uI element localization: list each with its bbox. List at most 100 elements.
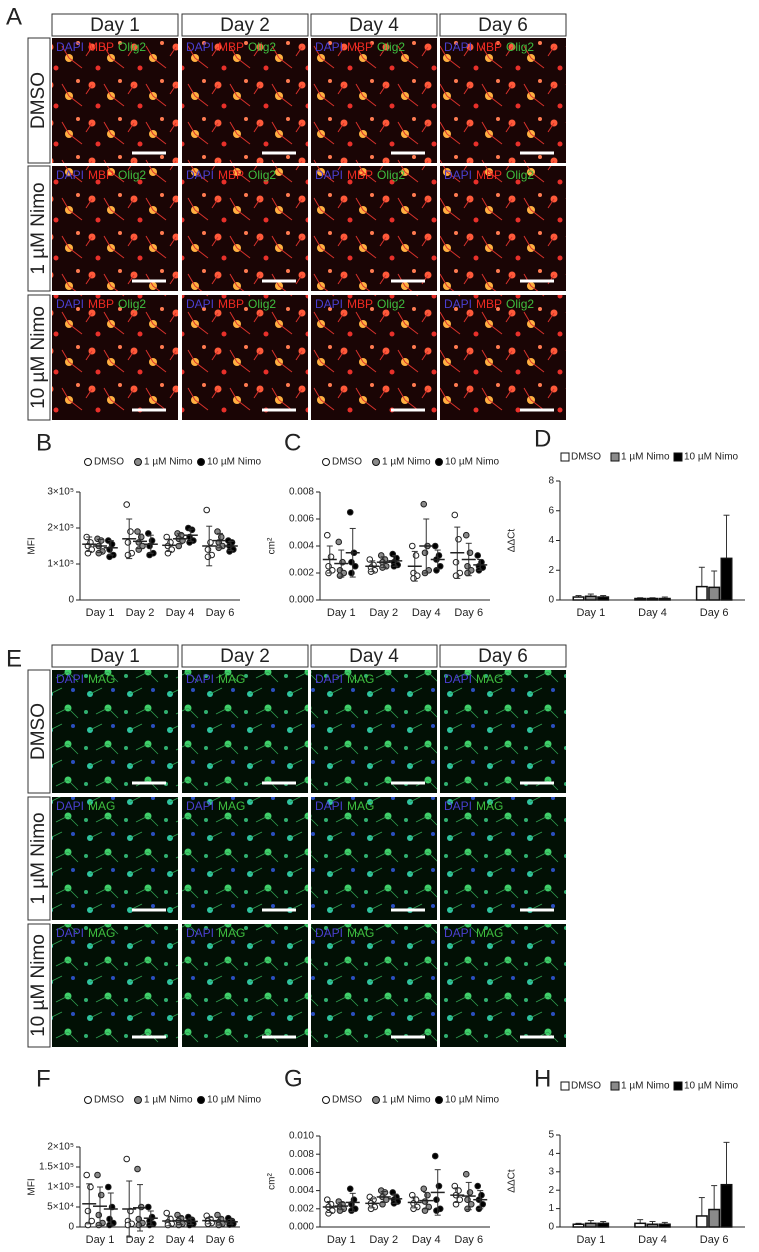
micrograph [311, 38, 437, 163]
legend-swatch [435, 458, 443, 466]
y-tick-label: 0.004 [289, 541, 314, 552]
data-point [420, 1185, 428, 1193]
data-point [203, 506, 210, 514]
x-tick-label: Day 4 [412, 607, 441, 619]
y-tick-label: 0.006 [289, 1167, 314, 1178]
row-label-box [27, 796, 51, 921]
data-point [123, 1155, 130, 1163]
stain-name: Olig2 [118, 297, 146, 311]
stain-label: DAPI MBP Olig2 [186, 40, 276, 54]
legend-label: DMSO [332, 1095, 362, 1106]
row-label-box [27, 669, 51, 794]
column-header-box [439, 644, 567, 668]
row-label: 10 µM Nimo [28, 934, 49, 1037]
data-point [452, 558, 460, 566]
data-point [95, 1211, 103, 1219]
legend-label: 1 µM Nimo [144, 457, 193, 468]
stain-label: DAPI MBP Olig2 [56, 168, 146, 182]
y-tick-label: 0.000 [289, 1222, 314, 1233]
data-point [164, 1221, 172, 1229]
stain-name: DAPI [186, 297, 214, 311]
row-label: 1 µM Nimo [28, 182, 49, 274]
data-point [464, 569, 471, 577]
stain-name: DAPI [315, 799, 343, 813]
data-point [452, 572, 460, 580]
bar [572, 596, 585, 601]
data-point [207, 539, 214, 546]
micrograph [52, 38, 178, 163]
data-point [433, 567, 440, 574]
bar [597, 596, 610, 601]
y-tick-label: 0.010 [289, 1131, 314, 1142]
y-axis-label: ΔΔCt [507, 1169, 518, 1193]
data-point [137, 533, 145, 541]
column-header-box [310, 13, 438, 37]
column-header-box [439, 13, 567, 37]
bar [572, 1223, 585, 1228]
panel-letter: D [534, 425, 551, 452]
legend-label: DMSO [94, 457, 124, 468]
data-point [410, 1205, 417, 1213]
legend-swatch [610, 1081, 620, 1091]
stain-name: MBP [88, 297, 114, 311]
stain-name: DAPI [186, 168, 214, 182]
data-point [127, 528, 134, 535]
row-label-box [27, 165, 51, 292]
legend-swatch [134, 1096, 142, 1104]
panel-letter: F [36, 1065, 51, 1092]
micrograph [182, 38, 308, 163]
legend-swatch [560, 1081, 570, 1091]
micrograph [52, 295, 178, 420]
stain-name: Olig2 [377, 168, 405, 182]
stain-name: MAG [88, 672, 115, 686]
data-point [137, 1203, 145, 1211]
micrograph [52, 670, 178, 793]
row-label: 1 µM Nimo [28, 812, 49, 904]
micrograph [182, 295, 308, 420]
data-point [123, 501, 130, 508]
column-header-box [51, 644, 179, 668]
data-point [462, 1170, 470, 1178]
stain-name: Olig2 [248, 168, 276, 182]
stain-label: DAPI MBP Olig2 [56, 297, 146, 311]
x-tick-label: Day 4 [638, 607, 667, 619]
panel-letter: H [534, 1065, 551, 1092]
stain-name: MBP [476, 40, 502, 54]
micrograph [182, 670, 308, 793]
y-tick-label: 4 [548, 535, 554, 546]
stain-label: DAPI MAG [56, 799, 115, 813]
bar [658, 597, 671, 601]
y-tick-label: 0 [68, 1222, 74, 1233]
stain-label: DAPI MBP Olig2 [444, 40, 534, 54]
stain-name: DAPI [186, 799, 214, 813]
data-point [421, 549, 429, 557]
micrograph [182, 924, 308, 1047]
micrograph [52, 924, 178, 1047]
stain-name: DAPI [186, 672, 214, 686]
data-point [346, 1185, 354, 1193]
data-point [226, 548, 233, 555]
legend-swatch [673, 452, 683, 462]
x-tick-label: Day 4 [412, 1234, 441, 1246]
x-tick-label: Day 1 [327, 1234, 356, 1246]
data-point [145, 1203, 152, 1211]
data-point [462, 531, 470, 539]
stain-label: DAPI MAG [186, 799, 245, 813]
data-point [435, 1182, 443, 1190]
y-tick-label: 6 [548, 505, 554, 516]
bar [708, 586, 721, 601]
stain-name: MBP [476, 297, 502, 311]
panel-letter: B [36, 429, 52, 456]
stain-name: DAPI [56, 799, 84, 813]
legend-label: DMSO [571, 1081, 601, 1092]
legend-swatch [197, 1096, 205, 1104]
y-tick-label: 1.5×10⁵ [39, 1162, 74, 1173]
y-tick-label: 4 [548, 1148, 554, 1159]
panel-letter: C [284, 429, 301, 456]
x-tick-label: Day 1 [576, 1234, 605, 1246]
stain-label: DAPI MAG [186, 672, 245, 686]
data-point [186, 539, 193, 546]
stain-label: DAPI MBP Olig2 [444, 297, 534, 311]
stain-name: MBP [476, 168, 502, 182]
